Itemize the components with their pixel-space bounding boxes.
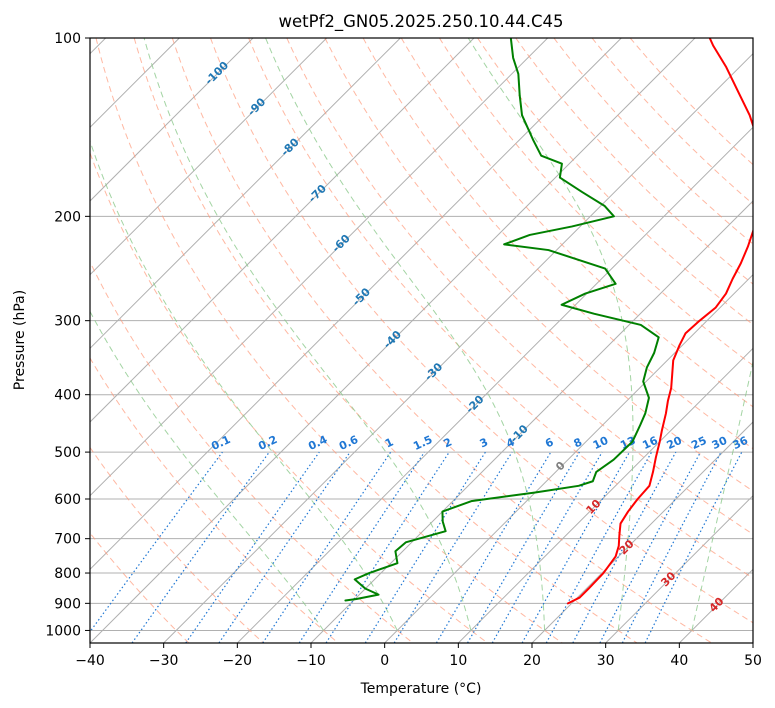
isotherm-line [90, 38, 401, 350]
isotherm-line [236, 126, 753, 643]
moist-adiabat [265, 38, 546, 631]
mixing-ratio-line [262, 451, 392, 643]
dry-adiabat [286, 38, 753, 535]
dry-adiabat [553, 38, 753, 245]
x-axis-ticks: −40 −30 −20 −10 0 10 20 30 40 50 [75, 643, 762, 669]
x-tick-label: 30 [597, 653, 615, 669]
plot-frame [89, 37, 754, 644]
mixing-ratio-label: 13 [618, 434, 637, 452]
dry-adiabat [248, 38, 753, 579]
dewpoint-profile [344, 38, 660, 602]
y-tick-label: 100 [54, 31, 81, 47]
moist-adiabat [691, 359, 753, 631]
mixing-ratio-label: 20 [665, 434, 685, 452]
mixing-ratio-label: 16 [640, 434, 660, 452]
chart-title: wetPf2_GN05.2025.250.10.44.C45 [279, 12, 564, 32]
mixing-ratio-line [393, 451, 513, 643]
mixing-ratio-line [218, 451, 351, 643]
y-tick-label: 1000 [45, 623, 81, 639]
isotherm-line [163, 52, 753, 643]
isotherm-line [90, 38, 622, 571]
mixing-ratio-label: 25 [689, 434, 708, 452]
x-tick-label: 20 [523, 653, 541, 669]
moist-adiabat [467, 38, 634, 631]
isotherm-line [457, 347, 753, 643]
mixing-ratio-label: 30 [710, 434, 730, 452]
isotherm-line [531, 421, 753, 643]
y-tick-label: 300 [54, 314, 81, 330]
x-tick-label: −40 [75, 653, 105, 669]
x-tick-label: −10 [296, 653, 326, 669]
dry-adiabat [90, 446, 264, 643]
dry-adiabat [171, 38, 712, 643]
x-axis-title: Temperature (°C) [360, 681, 482, 697]
dry-adiabat [210, 38, 753, 624]
mixing-ratio-line [131, 451, 270, 643]
isotherm-line [605, 494, 753, 643]
x-tick-label: 40 [670, 653, 688, 669]
y-tick-label: 400 [54, 388, 81, 404]
y-tick-label: 500 [54, 445, 81, 461]
dry-adiabat [439, 38, 753, 367]
moist-adiabat [90, 310, 324, 631]
x-tick-label: 50 [744, 653, 762, 669]
mixing-ratio-line [325, 451, 450, 643]
x-tick-label: −20 [223, 653, 253, 669]
isotherm-line [90, 38, 696, 643]
y-axis-ticks: 100 200 300 400 500 600 700 800 900 1000 [45, 31, 90, 639]
y-axis-title: Pressure (hPa) [12, 290, 28, 390]
dry-adiabat [515, 38, 753, 285]
dry-adiabat [90, 151, 488, 643]
y-tick-label: 200 [54, 209, 81, 225]
mixing-ratio-line [90, 451, 223, 633]
y-tick-label: 800 [54, 566, 81, 582]
y-tick-label: 600 [54, 492, 81, 508]
y-tick-label: 700 [54, 532, 81, 548]
isotherm-line [90, 38, 254, 202]
dry-adiabat [591, 38, 753, 205]
dry-adiabat [90, 532, 190, 643]
mixing-ratio-line [298, 451, 425, 643]
moist-adiabat [143, 38, 472, 631]
dry-adiabat [90, 357, 339, 643]
mixing-ratio-line [545, 451, 653, 643]
isotherm-line [90, 38, 549, 497]
isotherm-line [384, 273, 753, 643]
temperature-profile [566, 38, 753, 605]
x-tick-label: 0 [380, 653, 389, 669]
x-tick-label: 10 [449, 653, 467, 669]
mixing-ratio-label: 10 [591, 434, 611, 452]
dry-adiabat [133, 38, 638, 643]
y-tick-label: 900 [54, 596, 81, 612]
isotherm-line [90, 38, 475, 423]
mixing-ratio-line [572, 451, 677, 643]
plot-background [90, 38, 753, 643]
mixing-ratio-line [185, 451, 320, 643]
dry-adiabat [400, 38, 753, 408]
background-lines [90, 38, 753, 643]
mixing-ratio-label: 36 [731, 434, 751, 452]
mixing-ratio-line [644, 451, 743, 643]
x-tick-label: −30 [149, 653, 179, 669]
mixing-ratio-line [521, 451, 631, 643]
moist-adiabat [90, 139, 398, 631]
isotherm-line [90, 38, 328, 276]
profiles [344, 38, 753, 605]
